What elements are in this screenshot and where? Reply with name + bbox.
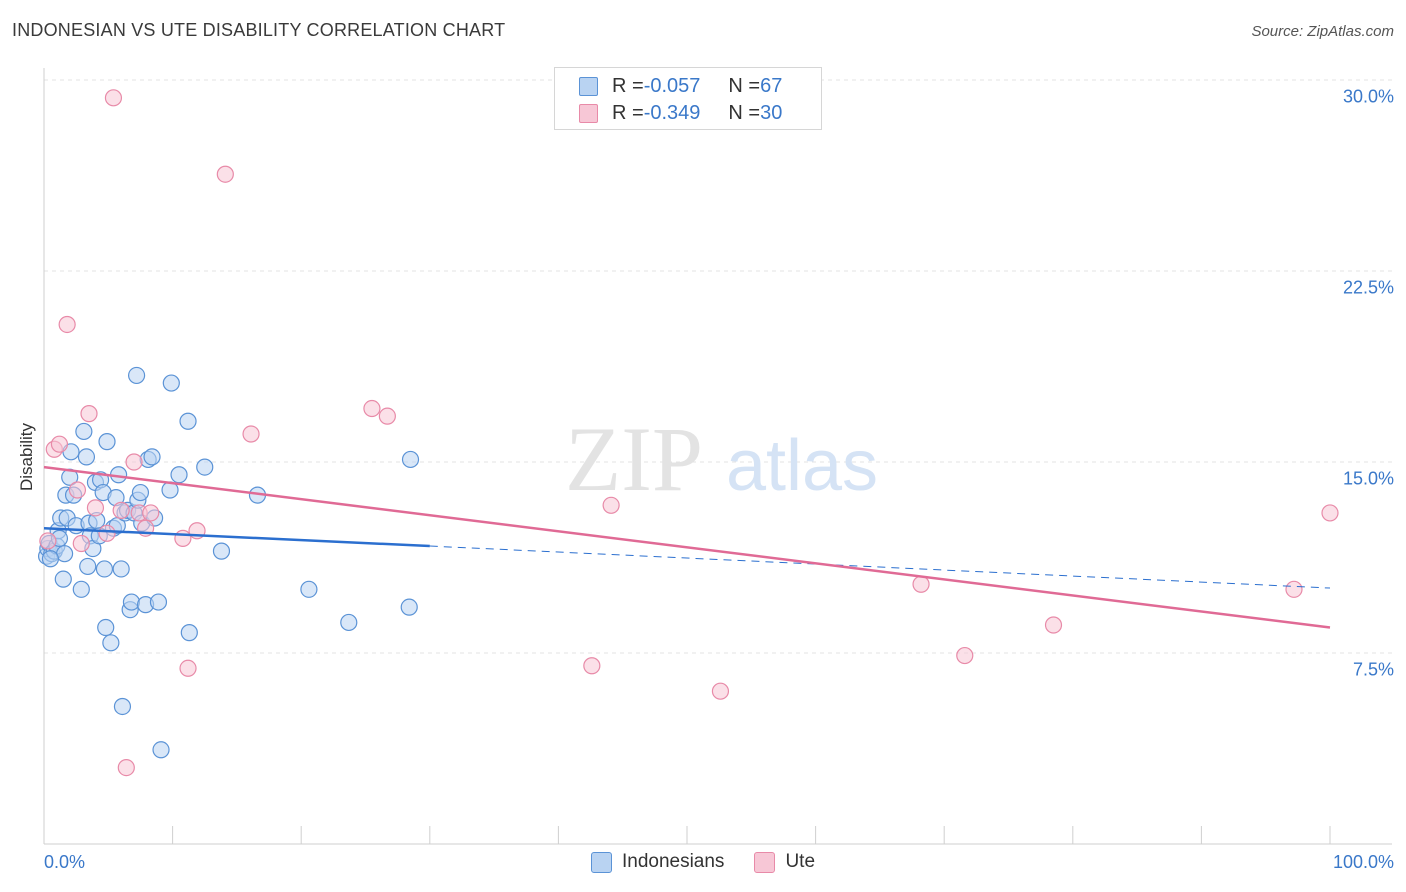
axes [43,68,1392,845]
indonesian-point [77,448,96,466]
y-tick-label: 15.0% [1342,468,1394,489]
source-label: Source: ZipAtlas.com [1251,23,1394,40]
y-axis-label: Disability [17,422,36,492]
y-tick-label: 30.0% [1342,86,1394,107]
indonesian-point [196,458,214,476]
ute-point [1285,580,1303,598]
chart-title: INDONESIAN VS UTE DISABILITY CORRELATION… [12,20,506,40]
indonesian-point [340,613,358,632]
indonesian-point [112,560,130,578]
indonesians-trend-extension [429,545,1331,589]
indonesian-point [41,550,60,568]
ute-point [1044,616,1063,634]
legend-item-ute[interactable]: Ute [754,851,815,873]
indonesian-point [95,560,114,578]
legend-swatch-blue [579,76,598,96]
indonesian-point [212,542,231,560]
watermark-atlas: atlas [726,426,878,506]
legend-label: Ute [785,851,816,872]
ute-point [86,499,105,517]
legend-swatch-blue [590,851,612,873]
indonesian-point [127,366,146,385]
indonesian-point [72,580,90,598]
ute-point [98,524,116,542]
indonesian-point [180,624,198,642]
watermark: ZIP atlas [565,408,878,510]
x-tick-label: 0.0% [44,852,86,872]
r-label: R = [612,101,644,124]
n-value: 67 [760,74,783,97]
y-tick-label: 22.5% [1342,277,1394,298]
indonesian-point [75,422,93,441]
ute-point [912,575,930,593]
indonesian-point [170,466,188,484]
ute-point [142,504,160,522]
n-label: N = [728,74,761,97]
legend-swatch-pink [754,851,776,873]
indonesian-point [122,593,141,611]
ute-point [363,399,381,418]
r-value: -0.057 [643,74,701,97]
legend-swatch-pink [579,103,598,123]
ute-point [125,453,143,471]
legend-row-indonesians: R = -0.057 N = 67 [579,73,782,99]
watermark-zip: ZIP [565,408,703,510]
stats-legend: R = -0.057 N = 67 R = -0.349 N = 30 [554,67,822,130]
indonesian-point [179,412,197,430]
ute-point [216,165,234,183]
legend-row-ute: R = -0.349 N = 30 [579,100,782,126]
series-indonesians [37,366,420,759]
ute-point [583,657,601,675]
indonesian-point [152,741,170,759]
indonesian-point [79,557,97,576]
r-value: -0.349 [643,101,701,124]
ute-point [711,682,730,700]
ute-point [378,407,396,425]
y-tick-label: 7.5% [1352,659,1394,680]
ute-point [80,405,98,423]
x-tick-label: 100.0% [1332,852,1394,872]
indonesian-point [98,433,116,451]
legend-label: Indonesians [621,851,725,872]
ute-trend-line [43,465,1331,629]
indonesian-point [400,598,418,616]
indonesians-trend-line [43,526,430,548]
ute-point [1321,504,1339,522]
ute-point [39,532,57,550]
ute-point [242,425,260,443]
ute-point [174,529,192,548]
n-value: 30 [760,101,783,124]
indonesian-point [102,634,120,652]
ute-point [68,481,87,499]
indonesian-point [143,448,161,466]
indonesian-point [97,618,115,637]
ute-point [179,659,197,677]
trend-lines [43,465,1331,629]
indonesian-point [131,483,150,502]
indonesian-point [162,374,180,392]
indonesian-point [113,697,132,716]
indonesian-point [401,450,420,469]
ute-point [602,496,620,514]
ute-point [117,758,135,777]
ute-point [50,435,69,453]
ute-point [112,501,130,519]
n-label: N = [728,101,761,124]
series-ute [39,89,1339,777]
r-label: R = [612,74,644,97]
ute-point [58,315,76,334]
indonesian-point [300,580,318,598]
ute-point [72,534,90,553]
indonesian-point [54,570,72,588]
ute-point [956,646,974,665]
gridlines [44,79,1392,654]
series-legend: Indonesians Ute [0,851,1406,873]
indonesian-point [149,593,168,611]
ute-point [104,89,123,107]
legend-item-indonesians[interactable]: Indonesians [590,851,725,873]
